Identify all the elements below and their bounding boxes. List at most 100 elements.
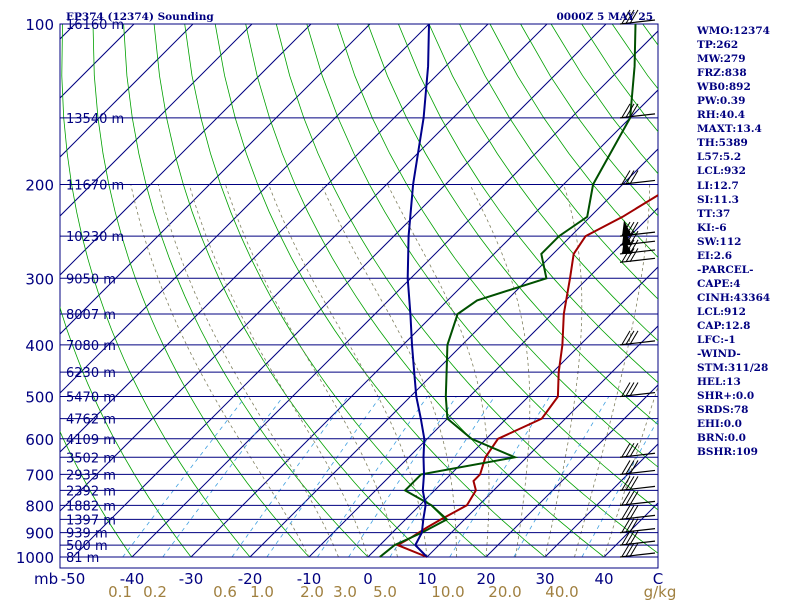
sounding-index-item: TH:5389 (697, 137, 748, 150)
wind-barb-feather (625, 103, 635, 118)
temperature-tick-label: 30 (535, 570, 554, 588)
height-label: 4109 m (66, 433, 116, 448)
chart-title-right: 0000Z 5 MAY 25 (556, 11, 653, 23)
sounding-index-item: WB0:892 (697, 81, 751, 94)
isotherm-line (131, 30, 658, 558)
wind-barb-feather (629, 382, 639, 397)
height-label: 7080 m (66, 339, 116, 354)
wind-barb-feather (629, 239, 639, 254)
wind-barb-feather (629, 170, 639, 185)
wind-barb-feather (629, 491, 639, 506)
height-label: 2392 m (66, 484, 116, 499)
wind-barb-feather (625, 505, 635, 520)
height-label: 3502 m (66, 451, 116, 466)
temperature-tick-label: -20 (238, 570, 263, 588)
wind-barb-feather (625, 170, 635, 185)
sounding-index-item: TT:37 (697, 207, 731, 220)
profile-line-1 (379, 24, 637, 558)
height-label: 9050 m (66, 272, 116, 287)
mixing-ratio-label: 40.0 (545, 583, 578, 600)
sounding-index-item: TP:262 (697, 39, 739, 52)
sounding-index-item: LCL:912 (697, 305, 746, 318)
y-axis-label: mb (34, 570, 58, 588)
wind-barb-feather (629, 542, 639, 557)
wind-barb-feather (621, 530, 631, 545)
moist-adiabat-line (130, 184, 310, 558)
mixing-ratio-label: 0.1 (108, 583, 132, 600)
pressure-tick-label: 500 (25, 389, 54, 407)
wind-barb-feather (625, 9, 635, 24)
mixing-ratio-label: 0.6 (213, 583, 237, 600)
height-label: 11670 m (66, 178, 124, 193)
pressure-tick-label: 600 (25, 431, 54, 449)
wind-barb-feather (621, 103, 631, 118)
isotherm-line (60, 24, 253, 217)
wind-barb-pennant (622, 237, 632, 254)
wind-barb-feather (629, 530, 639, 545)
height-label: 1397 m (66, 513, 116, 528)
wind-barb-feather (629, 505, 639, 520)
wind-barb-feather (629, 248, 639, 263)
isotherm-line (308, 207, 658, 558)
isotherm-line (426, 325, 658, 558)
height-label: 500 m (66, 539, 108, 554)
mixing-ratio-label: 2.0 (300, 583, 324, 600)
mixing-ratio-line (449, 396, 551, 558)
sounding-index-item: FRZ:838 (697, 67, 747, 80)
pressure-tick-label: 800 (25, 497, 54, 515)
temperature-tick-label: 10 (417, 570, 436, 588)
sounding-index-item: SHR+:0.0 (697, 390, 755, 403)
sounding-index-item: CAP:12.8 (697, 319, 751, 332)
wind-barb-feather (625, 443, 635, 458)
wind-barb-feather (621, 443, 631, 458)
temperature-tick-label: -10 (297, 570, 322, 588)
sounding-indices-panel: WMO:12374 TP:262 MW:279 FRZ:838 WB0:892 PW:0.… (697, 24, 800, 459)
wind-barb-feather (629, 476, 639, 491)
sounding-index-item: LCL:932 (697, 165, 746, 178)
temperature-tick-label: -50 (61, 570, 86, 588)
wind-barb-feather (621, 170, 631, 185)
wind-barb-feather (625, 518, 635, 533)
sounding-index-item: BSHR:109 (697, 446, 758, 459)
sounding-index-item: RH:40.4 (697, 109, 746, 122)
height-label: 1882 m (66, 499, 116, 514)
wind-barb-feather (625, 248, 635, 263)
height-label: 8007 m (66, 308, 116, 323)
pressure-tick-label: 200 (25, 176, 54, 194)
isotherm-line (72, 24, 607, 558)
temperature-tick-label: 20 (476, 570, 495, 588)
wind-barb-feather (621, 505, 631, 520)
sounding-index-item: SW:112 (697, 235, 742, 248)
height-label: 16160 m (66, 18, 124, 33)
sounding-index-item: CINH:43364 (697, 291, 771, 304)
mixing-ratio-label: 10.0 (431, 583, 464, 600)
pressure-tick-label: 900 (25, 525, 54, 543)
sounding-index-item: PW:0.39 (697, 95, 746, 108)
isotherm-line (60, 24, 489, 453)
wind-barb-feather (629, 230, 639, 245)
wind-barb-feather (629, 103, 639, 118)
height-label: 4762 m (66, 413, 116, 428)
profile-line-2 (406, 24, 430, 558)
mixing-ratio-line (513, 396, 610, 558)
mixing-ratio-label: 5.0 (373, 583, 397, 600)
temperature-tick-label: -30 (179, 570, 204, 588)
wind-barb-feather (621, 476, 631, 491)
sounding-index-item: MW:279 (697, 53, 746, 66)
isotherm-line (485, 384, 658, 558)
height-label: 939 m (66, 527, 108, 542)
wind-barb-feather (625, 542, 635, 557)
temperature-unit-label: C (653, 570, 663, 588)
pressure-tick-label: 1000 (16, 549, 54, 567)
mixing-ratio-label: 1.0 (250, 583, 274, 600)
isotherm-line (60, 24, 312, 276)
wind-barb-feather (625, 382, 635, 397)
sounding-index-item: L57:5.2 (697, 151, 742, 164)
isotherm-line (60, 24, 548, 512)
height-label: 2935 m (66, 468, 116, 483)
wind-barb-feather (629, 9, 639, 24)
chart-title-left: EP374 (12374) Sounding (66, 11, 214, 23)
sounding-index-item: STM:311/28 (697, 362, 769, 375)
wind-barb-feather (621, 382, 631, 397)
